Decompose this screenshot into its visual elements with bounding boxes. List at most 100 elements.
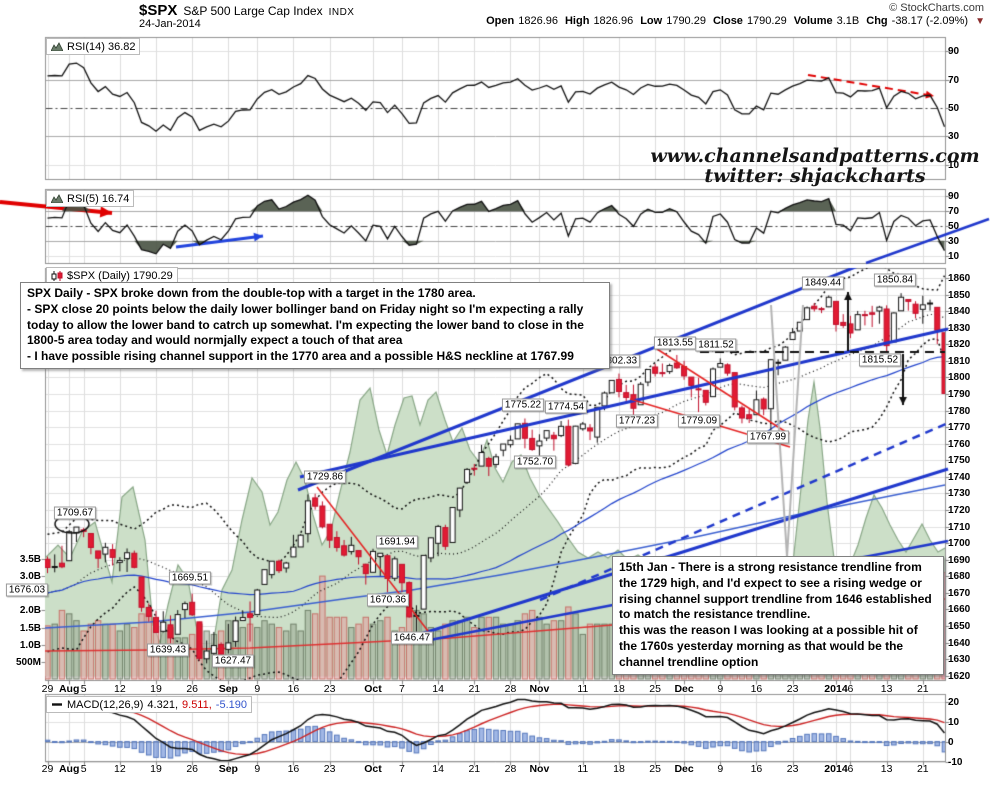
xaxis-label: Oct xyxy=(364,763,382,775)
macd-axis-label: 0 xyxy=(948,736,954,748)
rsi14-axis-label: 30 xyxy=(948,131,960,143)
price-callout: 1639.43 xyxy=(146,643,190,657)
volume-axis-label: 2.0B xyxy=(19,605,41,617)
xaxis-label: 7 xyxy=(399,682,405,695)
xaxis-label: 16 xyxy=(750,763,763,775)
close-value: 1790.29 xyxy=(746,15,787,27)
xaxis-label: Dec xyxy=(674,763,694,775)
price-axis-label: 1770 xyxy=(948,422,971,434)
xaxis-label: 23 xyxy=(323,682,336,695)
price-axis-label: 1660 xyxy=(948,604,971,616)
rsi14-axis-label: 10 xyxy=(948,159,960,171)
macd-legend: MACD(12,26,9) 4.321, 9.511, -5.190 xyxy=(46,696,252,713)
xaxis-label: 14 xyxy=(432,763,444,775)
xaxis-label: 12 xyxy=(113,682,126,695)
watermark-url: www.channelsandpatterns.com xyxy=(650,145,980,167)
xaxis-label: 2014 xyxy=(824,682,848,695)
xaxis-label: 19 xyxy=(150,763,162,775)
low-value: 1790.29 xyxy=(666,15,706,27)
rsi5-axis-label: 90 xyxy=(948,191,960,203)
price-callout: 1779.09 xyxy=(677,414,721,428)
price-axis-label: 1710 xyxy=(948,521,971,533)
macd-axis-label: 20 xyxy=(948,696,960,708)
price-axis-label: 1750 xyxy=(948,455,971,467)
price-callout: 1777.23 xyxy=(615,414,659,428)
price-axis-label: 1620 xyxy=(948,670,971,682)
xaxis-label: 13 xyxy=(880,763,893,775)
xaxis-label: 28 xyxy=(504,763,517,775)
price-axis-label: 1810 xyxy=(948,355,971,367)
price-axis-label: 1720 xyxy=(948,504,971,516)
volume-axis-label: 500M xyxy=(15,656,41,668)
price-callout: 1670.36 xyxy=(366,593,410,607)
price-callout: 1813.55 xyxy=(653,336,697,350)
xaxis-label: Sep xyxy=(218,763,238,775)
xaxis-label: 5 xyxy=(80,763,87,775)
price-legend-label: $SPX (Daily) 1790.29 xyxy=(67,269,173,282)
line-chart-icon xyxy=(52,703,62,706)
price-axis-label: 1780 xyxy=(948,405,971,417)
price-axis-label: 1630 xyxy=(948,654,971,666)
chart-title: $SPX S&P 500 Large Cap Index INDX xyxy=(139,2,354,19)
exchange-tag: INDX xyxy=(328,7,355,18)
price-callout: 1815.52 xyxy=(858,353,902,367)
price-callout: 1691.94 xyxy=(375,535,419,549)
price-axis-label: 1730 xyxy=(948,488,971,500)
candlestick-icon xyxy=(51,270,63,281)
xaxis-label: 26 xyxy=(186,682,199,695)
price-callout: 1669.51 xyxy=(168,571,212,585)
high-value: 1826.96 xyxy=(593,15,634,27)
watermark-twitter: twitter: shjackcharts xyxy=(704,165,926,187)
price-callout: 1676.03 xyxy=(5,583,49,597)
xaxis-label: 21 xyxy=(916,763,929,775)
volume-axis-label: 1.5B xyxy=(19,622,41,634)
analyst-note-top: SPX Daily - SPX broke down from the doub… xyxy=(20,282,610,370)
chg-value: -38.17 (-2.09%) xyxy=(891,15,969,27)
price-callout: 1709.67 xyxy=(53,506,97,520)
rsi14-axis-label: 90 xyxy=(948,46,960,58)
price-axis-label: 1760 xyxy=(948,438,971,450)
volume-axis-label: 1.0B xyxy=(19,639,41,651)
chg-label: Chg xyxy=(866,15,888,27)
price-callout: 1729.86 xyxy=(303,470,347,484)
xaxis-label: 9 xyxy=(717,682,724,695)
price-axis-label: 1670 xyxy=(948,587,971,599)
rsi14-axis-label: 70 xyxy=(948,74,960,86)
xaxis-label: 2014 xyxy=(824,763,848,775)
high-label: High xyxy=(564,15,590,27)
symbol-name: S&P 500 Large Cap Index xyxy=(183,4,323,18)
volume-value: 3.1B xyxy=(836,15,860,27)
xaxis-label: 25 xyxy=(649,682,661,695)
xaxis-label: 21 xyxy=(916,682,929,695)
low-label: Low xyxy=(640,15,663,27)
price-axis-label: 1680 xyxy=(948,571,971,583)
price-axis-label: 1860 xyxy=(948,273,971,284)
xaxis-label: 21 xyxy=(468,682,481,695)
price-callout: 1646.47 xyxy=(390,631,434,645)
watermark: www.channelsandpatterns.com twitter: shj… xyxy=(640,146,990,186)
price-callout: 1849.44 xyxy=(801,276,845,290)
xaxis-label: 6 xyxy=(847,763,854,775)
xaxis-label: 5 xyxy=(80,682,87,695)
chg-down-triangle-icon: ▼ xyxy=(975,16,985,27)
open-value: 1826.96 xyxy=(518,15,558,27)
xaxis-label: 21 xyxy=(468,763,481,775)
rsi5-axis-label: 50 xyxy=(948,221,960,232)
price-axis-label: 1790 xyxy=(948,388,971,400)
xaxis-label: 16 xyxy=(287,763,300,775)
xaxis-label: Oct xyxy=(364,682,382,695)
price-axis-label: 1740 xyxy=(948,471,971,483)
xaxis-label: 9 xyxy=(254,682,261,695)
volume-axis-label: 3.5B xyxy=(19,553,41,565)
xaxis-label: 7 xyxy=(399,763,405,775)
price-callout: 1767.99 xyxy=(746,430,790,444)
copyright: © StockCharts.com xyxy=(889,2,984,14)
price-axis-label: 1820 xyxy=(948,339,971,351)
area-chart-icon xyxy=(51,42,63,51)
price-callout: 1811.52 xyxy=(695,338,737,352)
xaxis-label: 6 xyxy=(847,682,854,695)
xaxis-label: 23 xyxy=(323,763,336,775)
macd-signal-value: 9.511, xyxy=(182,698,212,711)
price-axis-label: 1800 xyxy=(948,372,971,384)
macd-legend-label: MACD(12,26,9) xyxy=(67,698,144,711)
